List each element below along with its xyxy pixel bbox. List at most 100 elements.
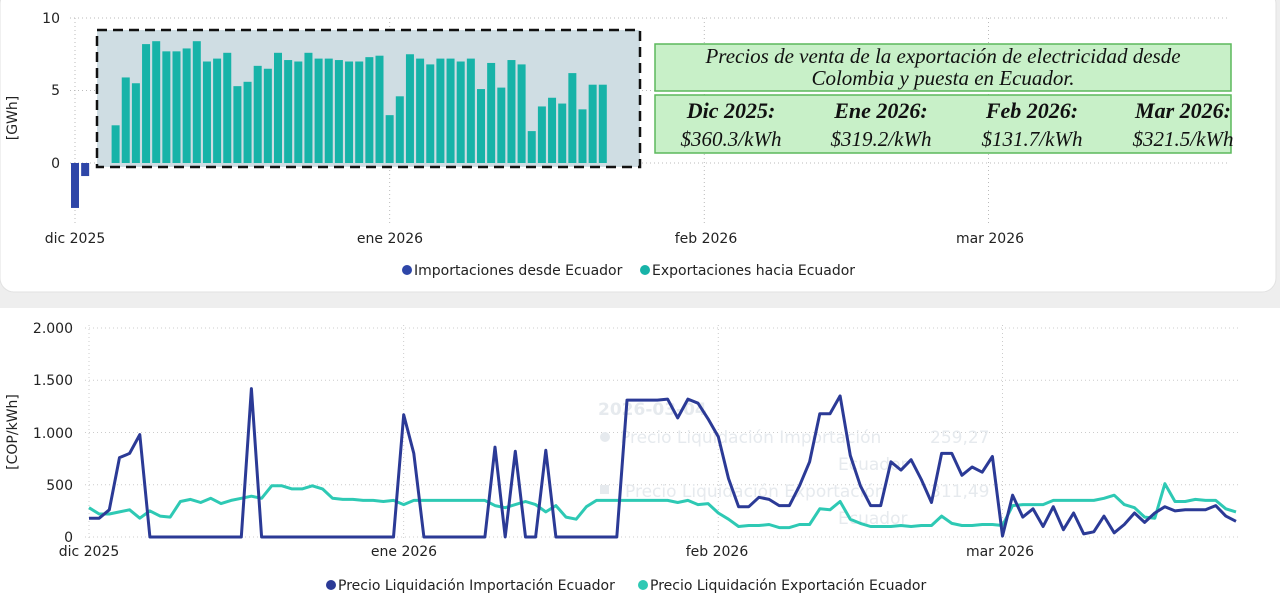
export-bar[interactable] (345, 61, 354, 164)
y-tick: 2.000 (33, 321, 73, 337)
x-tick: mar 2026 (966, 544, 1034, 560)
export-bar[interactable] (142, 44, 151, 163)
export-bar[interactable] (111, 125, 120, 163)
export-bar[interactable] (324, 58, 333, 163)
x-tick: ene 2026 (371, 544, 437, 560)
export-bar[interactable] (314, 58, 323, 163)
tooltip-marker (600, 485, 609, 494)
export-bar[interactable] (497, 87, 506, 163)
legend-label: Precio Liquidación Exportación Ecuador (650, 578, 926, 594)
x-tick: feb 2026 (675, 231, 738, 247)
export-bar[interactable] (598, 84, 607, 163)
export-bar[interactable] (456, 61, 465, 164)
annotation-month: Mar 2026: (1134, 98, 1231, 123)
export-bar[interactable] (548, 97, 557, 163)
export-price-line[interactable] (88, 482, 1237, 530)
annotation-month: Ene 2026: (833, 98, 928, 123)
export-bar[interactable] (304, 52, 313, 163)
tooltip-marker (600, 432, 610, 442)
annotation-prices-box (654, 94, 1232, 154)
x-tick: mar 2026 (956, 231, 1024, 247)
legend-label: Importaciones desde Ecuador (414, 263, 623, 279)
export-bar[interactable] (355, 61, 364, 164)
export-bar[interactable] (527, 131, 536, 163)
import-bar[interactable] (71, 163, 79, 208)
legend-item-export-price[interactable]: Precio Liquidación Exportación Ecuador (638, 578, 926, 594)
export-bar[interactable] (487, 62, 496, 164)
annotation-price: $131.7/kWh (982, 127, 1083, 151)
tooltip-import-value: 259,27 (930, 428, 989, 448)
export-bar[interactable] (213, 58, 222, 163)
export-bar[interactable] (334, 60, 343, 163)
bottom-card (0, 308, 1280, 610)
export-bar[interactable] (192, 41, 201, 164)
export-bar[interactable] (466, 58, 475, 163)
tooltip-date: 2026-03-04 (598, 400, 707, 420)
legend-item-imports[interactable]: Importaciones desde Ecuador (402, 263, 623, 279)
annotation-price: $360.3/kWh (681, 127, 782, 151)
annotation-title-box (654, 43, 1232, 92)
export-bar[interactable] (446, 58, 455, 163)
export-bar[interactable] (253, 65, 262, 163)
x-tick: ene 2026 (357, 231, 423, 247)
export-bar[interactable] (243, 81, 252, 163)
export-bar[interactable] (426, 64, 435, 163)
import-bar[interactable] (81, 163, 90, 177)
bottom-lines (88, 387, 1237, 539)
tooltip-suffix: Ecuador (838, 509, 907, 529)
export-bar[interactable] (416, 58, 425, 163)
y-axis-label: [COP/kWh] (5, 394, 21, 470)
price-annotation: Precios de venta de la exportación de el… (654, 43, 1233, 154)
export-bar[interactable] (121, 77, 130, 163)
annotation-month: Feb 2026: (985, 98, 1078, 123)
export-bar[interactable] (263, 68, 272, 163)
y-axis-label: [GWh] (5, 96, 21, 141)
export-bar[interactable] (274, 52, 282, 163)
export-bar[interactable] (223, 52, 232, 163)
export-bar[interactable] (395, 96, 404, 163)
export-bar[interactable] (172, 51, 181, 163)
export-bar[interactable] (477, 89, 485, 163)
export-bar[interactable] (385, 115, 394, 163)
export-bar[interactable] (152, 41, 161, 164)
export-bar[interactable] (578, 109, 587, 163)
top-bars (71, 41, 607, 208)
export-bar[interactable] (537, 106, 546, 163)
y-tick: 1.500 (33, 373, 73, 389)
export-bar[interactable] (507, 60, 516, 163)
annotation-price: $319.2/kWh (831, 127, 932, 151)
export-bar[interactable] (162, 51, 171, 163)
export-bar[interactable] (131, 83, 140, 163)
legend-item-import-price[interactable]: Precio Liquidación Importación Ecuador (326, 578, 615, 594)
y-tick: 0 (64, 530, 73, 546)
highlight-border (95, 28, 642, 169)
export-bar[interactable] (233, 86, 242, 163)
tooltip-export-label: Precio Liquidación Exportación (625, 482, 886, 502)
export-bar[interactable] (202, 61, 211, 164)
legend-item-exports[interactable]: Exportaciones hacia Ecuador (640, 263, 855, 279)
x-tick: dic 2025 (59, 544, 120, 560)
legend-label: Precio Liquidación Importación Ecuador (338, 578, 615, 594)
export-bar[interactable] (558, 103, 567, 163)
y-tick: 5 (51, 83, 60, 99)
export-bar[interactable] (365, 57, 374, 163)
export-bar[interactable] (588, 84, 597, 163)
y-tick: 0 (51, 156, 60, 172)
legend-marker (402, 265, 412, 275)
export-bar[interactable] (284, 60, 293, 163)
export-bar[interactable] (517, 64, 526, 163)
export-bar[interactable] (182, 48, 191, 164)
tooltip-import-label: Precio Liquidación Importación (620, 428, 881, 448)
export-bar[interactable] (436, 58, 445, 163)
y-tick: 1.000 (33, 426, 73, 442)
import-price-line[interactable] (89, 387, 1237, 539)
annotation-month: Dic 2025: (686, 98, 776, 123)
export-bar[interactable] (294, 61, 303, 164)
annotation-title: Precios de venta de la exportación de el… (704, 44, 1180, 68)
legend-marker (326, 580, 336, 590)
tooltip-export-value: 311,49 (930, 482, 989, 502)
export-bar[interactable] (568, 73, 577, 163)
export-bar[interactable] (375, 55, 384, 164)
export-bar[interactable] (405, 54, 414, 163)
